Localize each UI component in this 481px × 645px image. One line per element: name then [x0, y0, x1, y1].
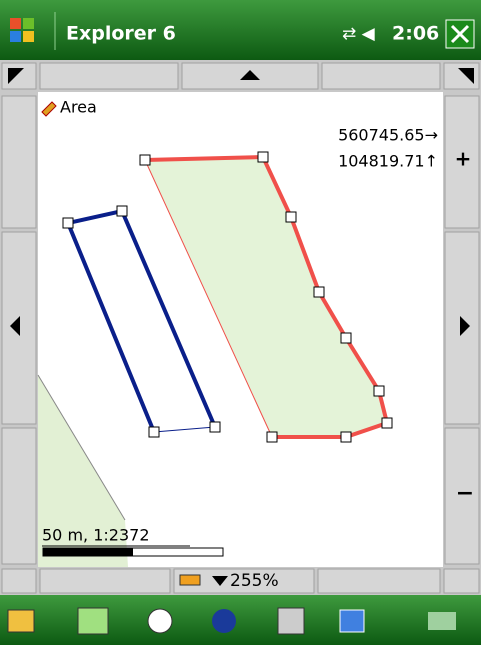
- vertex-handle[interactable]: [210, 422, 220, 432]
- vertex-handle[interactable]: [267, 432, 277, 442]
- pan-icon[interactable]: [148, 609, 172, 633]
- scale-bar-fill: [43, 548, 133, 556]
- tool-label: Area: [60, 98, 97, 117]
- gps-icon[interactable]: [278, 608, 304, 634]
- export-icon[interactable]: [340, 610, 364, 632]
- vertex-handle[interactable]: [374, 386, 384, 396]
- vertex-handle[interactable]: [286, 212, 296, 222]
- vertex-handle[interactable]: [140, 155, 150, 165]
- keyboard-icon[interactable]: [428, 612, 456, 630]
- scale-label: 50 m, 1:2372: [42, 526, 150, 545]
- zoom-window-button[interactable]: [40, 63, 178, 89]
- screen: Explorer 6 ⇄ ◀ 2:06 + − Area 560745.65→ …: [0, 0, 481, 645]
- coord-x: 560745.65→: [338, 126, 438, 145]
- vertex-handle[interactable]: [341, 333, 351, 343]
- table-button[interactable]: [2, 428, 36, 564]
- vertex-handle[interactable]: [149, 427, 159, 437]
- zoom-out-label: −: [456, 481, 474, 506]
- app-name: Explorer 6: [66, 23, 176, 45]
- corner-button[interactable]: [2, 569, 36, 593]
- status-icons[interactable]: ⇄ ◀: [342, 24, 376, 44]
- zoom-level: 255%: [230, 571, 279, 591]
- corner-button[interactable]: [2, 63, 36, 89]
- zoom-extent-button[interactable]: [322, 63, 440, 89]
- undo-button[interactable]: [40, 569, 170, 593]
- zoom-in-label: +: [455, 147, 472, 171]
- layers-button[interactable]: [2, 96, 36, 228]
- close-button[interactable]: [446, 20, 474, 48]
- vertex-handle[interactable]: [314, 287, 324, 297]
- clock: 2:06: [392, 23, 439, 45]
- info-icon[interactable]: [212, 609, 236, 633]
- vertex-handle[interactable]: [258, 152, 268, 162]
- vertex-handle[interactable]: [63, 218, 73, 228]
- open-icon[interactable]: [8, 610, 34, 632]
- vertex-handle[interactable]: [382, 418, 392, 428]
- add-icon[interactable]: [78, 608, 108, 634]
- minus-icon: [180, 575, 200, 585]
- corner-button[interactable]: [444, 569, 479, 593]
- redo-button[interactable]: [318, 569, 440, 593]
- vertex-handle[interactable]: [341, 432, 351, 442]
- vertex-handle[interactable]: [117, 206, 127, 216]
- menu-bar: [0, 595, 481, 645]
- coord-y: 104819.71↑: [338, 152, 438, 171]
